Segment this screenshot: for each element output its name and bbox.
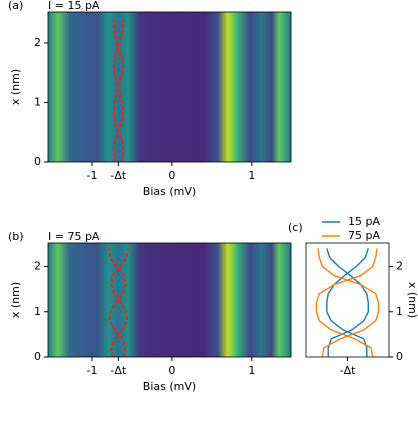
legend-label: 75 pA xyxy=(348,229,380,242)
panel-label: (b) xyxy=(8,230,24,243)
x-tick-label: 1 xyxy=(248,169,255,182)
series-line xyxy=(315,248,378,358)
y-tick-label: 1 xyxy=(34,305,41,318)
series-line xyxy=(326,248,369,357)
plot-frame xyxy=(47,242,292,358)
y-tick-label: 0 xyxy=(34,155,41,168)
panel-title: I = 75 pA xyxy=(48,230,100,243)
x-tick-label: 1 xyxy=(248,364,255,377)
y-tick-label: 2 xyxy=(34,36,41,49)
overlay-line xyxy=(110,248,129,358)
overlay-line xyxy=(112,19,125,163)
y-tick-label: 1 xyxy=(396,305,403,318)
plot-bg xyxy=(306,243,389,357)
y-tick-label: 2 xyxy=(34,260,41,273)
y-axis-label: x (nm) xyxy=(9,69,22,105)
x-axis-label: Bias (mV) xyxy=(143,185,196,198)
plot-frame xyxy=(47,11,292,163)
x-tick-label: -1 xyxy=(86,169,97,182)
x-tick-label: -Δt xyxy=(110,364,126,377)
x-tick-label: -1 xyxy=(86,364,97,377)
y-tick-label: 0 xyxy=(34,350,41,363)
x-tick-label: -Δt xyxy=(110,169,126,182)
y-tick-label: 1 xyxy=(34,95,41,108)
x-tick-label: 0 xyxy=(168,364,175,377)
x-tick-label: -Δt xyxy=(340,364,356,377)
overlay-line xyxy=(107,248,127,358)
x-axis-label: Bias (mV) xyxy=(143,380,196,393)
y-axis-label: x (nm) xyxy=(9,282,22,318)
series-line xyxy=(317,248,380,358)
panel-label: (c) xyxy=(288,221,303,234)
overlay-line xyxy=(112,19,125,163)
heatmap-image xyxy=(48,243,291,357)
panel-title: I = 15 pA xyxy=(48,0,100,12)
heatmap-image xyxy=(48,12,291,162)
y-tick-label: 0 xyxy=(396,350,403,363)
legend-label: 15 pA xyxy=(348,215,380,228)
series-line xyxy=(326,248,369,357)
y-tick-label: 2 xyxy=(396,260,403,273)
panel-label: (a) xyxy=(8,0,23,12)
y-axis-label: x (nm) xyxy=(406,282,418,318)
x-tick-label: 0 xyxy=(168,169,175,182)
